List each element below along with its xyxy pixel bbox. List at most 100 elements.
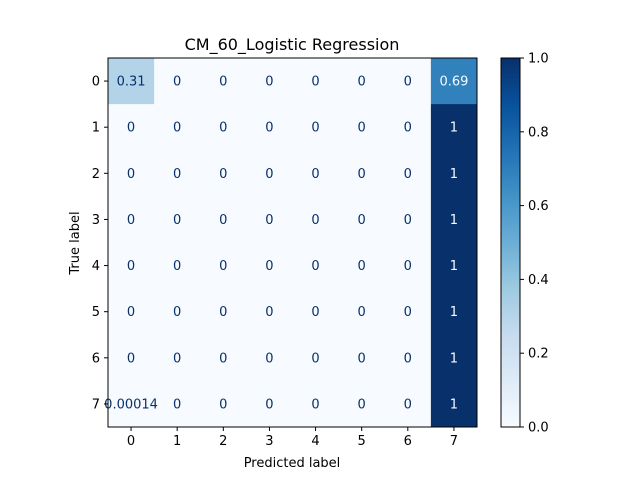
heatmap-cell — [430, 242, 478, 290]
y-tick-label: 6 — [92, 351, 100, 366]
heatmap-cell — [292, 334, 340, 382]
x-tick-label: 0 — [127, 434, 135, 449]
heatmap-cell — [338, 104, 386, 151]
heatmap-cell — [292, 150, 340, 197]
heatmap-cell — [108, 380, 155, 428]
cell-value-label: 0 — [311, 305, 319, 320]
colorbar-tick-label: 0.2 — [528, 347, 549, 362]
heatmap-cell — [292, 196, 340, 243]
cell-value-label: 0 — [265, 305, 273, 320]
cell-value-label: 0 — [173, 397, 181, 412]
cell-value-label: 0 — [173, 213, 181, 228]
cell-value-label: 0 — [219, 259, 227, 274]
heatmap-cell — [430, 380, 478, 428]
heatmap-cell — [338, 58, 386, 105]
cell-value-label: 0 — [265, 75, 273, 90]
y-tick-label: 5 — [92, 305, 100, 320]
cell-value-label: 0 — [265, 167, 273, 182]
cell-value-label: 0 — [127, 351, 135, 366]
heatmap-cell — [384, 380, 432, 428]
plot-frame — [107, 57, 478, 428]
y-axis-ticks: 0 1 2 3 4 5 6 7 — [92, 75, 108, 412]
cell-value-label: 1 — [450, 259, 458, 274]
heatmap-cell — [200, 58, 247, 105]
chart-title: CM_60_Logistic Regression — [185, 35, 400, 55]
heatmap-cells — [108, 58, 478, 428]
cell-value-label: 0 — [311, 397, 319, 412]
heatmap-cell — [246, 196, 293, 243]
cell-value-label: 0 — [265, 213, 273, 228]
x-axis-ticks: 0 1 2 3 4 5 6 7 — [127, 427, 458, 449]
cell-value-label: 0 — [265, 259, 273, 274]
x-tick-label: 5 — [358, 434, 366, 449]
x-tick-label: 1 — [173, 434, 181, 449]
y-tick-label: 7 — [92, 397, 100, 412]
cell-value-label: 0 — [404, 259, 412, 274]
heatmap-cell — [154, 104, 201, 151]
heatmap-cell — [200, 242, 247, 290]
cell-value-label: 1 — [450, 351, 458, 366]
colorbar-tick-label: 1.0 — [528, 52, 549, 67]
heatmap-cell — [108, 150, 155, 197]
cell-value-label: 0.69 — [439, 75, 468, 90]
heatmap-cell — [154, 288, 201, 336]
heatmap-cell — [430, 288, 478, 336]
heatmap-cell — [384, 104, 432, 151]
x-axis-label: Predicted label — [244, 456, 341, 471]
y-tick-label: 2 — [92, 167, 100, 182]
y-tick-label: 1 — [92, 121, 100, 136]
x-tick-label: 4 — [311, 434, 319, 449]
cell-value-label: 1 — [450, 397, 458, 412]
x-tick-label: 7 — [450, 434, 458, 449]
cell-value-label: 0 — [358, 75, 366, 90]
cell-value-label: 0 — [358, 213, 366, 228]
colorbar-tick-label: 0.4 — [528, 273, 549, 288]
heatmap-cell — [154, 196, 201, 243]
cell-value-label: 0 — [404, 305, 412, 320]
heatmap-cell — [384, 242, 432, 290]
heatmap-cell — [108, 288, 155, 336]
heatmap-cell — [154, 334, 201, 382]
heatmap-cell — [154, 380, 201, 428]
heatmap-cell — [108, 196, 155, 243]
heatmap-cell — [200, 104, 247, 151]
cell-value-label: 0 — [311, 213, 319, 228]
cell-value-label: 0 — [173, 259, 181, 274]
heatmap-cell — [154, 58, 201, 105]
cell-value-label: 0 — [127, 167, 135, 182]
cell-value-label: 0 — [219, 121, 227, 136]
cell-value-label: 0 — [358, 351, 366, 366]
heatmap-cell — [430, 334, 478, 382]
heatmap-cell — [384, 334, 432, 382]
cell-value-label: 0 — [219, 167, 227, 182]
y-axis-label: True label — [68, 211, 83, 275]
heatmap-cell — [384, 58, 432, 105]
cell-value-label: 0 — [173, 351, 181, 366]
cell-value-label: 0 — [219, 305, 227, 320]
cell-value-label: 0 — [404, 213, 412, 228]
heatmap-cell — [338, 150, 386, 197]
heatmap-cell — [246, 288, 293, 336]
cell-value-label: 0 — [127, 259, 135, 274]
colorbar-tick-label: 0.6 — [528, 199, 549, 214]
cell-value-label: 0 — [173, 305, 181, 320]
cell-value-label: 0 — [127, 213, 135, 228]
colorbar — [500, 57, 521, 428]
cell-value-label: 0 — [219, 75, 227, 90]
colorbar-tick-label: 0.8 — [528, 125, 549, 140]
cell-value-label: 1 — [450, 305, 458, 320]
cell-value-label: 0 — [265, 397, 273, 412]
heatmap-cell-labels: 0.31 0 0 0 0 0 0 0.69 0 0 0 0 0 0 0 1 0 0 0 0 0 0 0 1 0 0 0 0 0 0 0 1 0 0… — [104, 75, 468, 413]
heatmap-cell — [292, 288, 340, 336]
cell-value-label: 0 — [358, 259, 366, 274]
cell-value-label: 0.31 — [117, 75, 146, 90]
cell-value-label: 0.00014 — [104, 397, 158, 412]
cell-value-label: 0 — [404, 351, 412, 366]
heatmap-cell — [108, 104, 155, 151]
heatmap-cell — [246, 380, 293, 428]
cell-value-label: 0 — [358, 397, 366, 412]
cell-value-label: 0 — [173, 167, 181, 182]
cell-value-label: 0 — [311, 351, 319, 366]
heatmap-cell — [430, 150, 478, 197]
